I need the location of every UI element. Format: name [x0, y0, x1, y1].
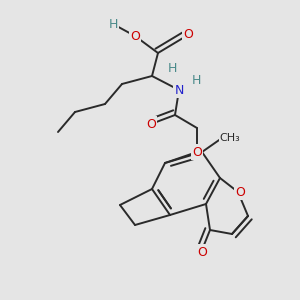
Text: CH₃: CH₃	[220, 133, 240, 143]
Text: O: O	[183, 28, 193, 41]
Text: O: O	[146, 118, 156, 130]
Text: O: O	[197, 245, 207, 259]
Text: H: H	[191, 74, 201, 88]
Text: O: O	[130, 29, 140, 43]
Text: H: H	[108, 17, 118, 31]
Text: H: H	[167, 61, 177, 74]
Text: N: N	[174, 83, 184, 97]
Text: O: O	[235, 185, 245, 199]
Text: O: O	[192, 146, 202, 158]
